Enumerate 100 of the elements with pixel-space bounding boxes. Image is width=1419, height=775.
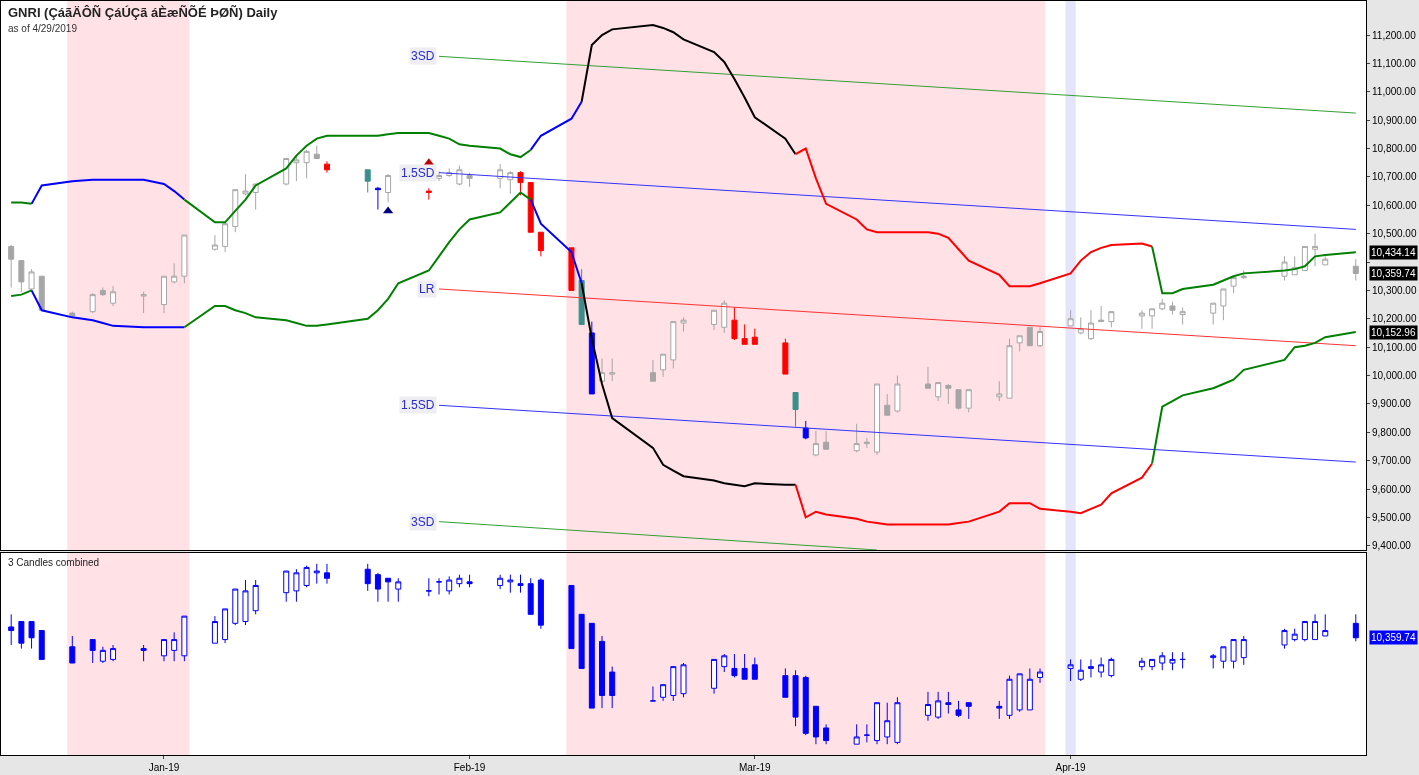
candlestick (1312, 233, 1319, 267)
candlestick (965, 702, 972, 720)
candlestick (1098, 657, 1105, 678)
candlestick (996, 700, 1003, 720)
candlestick (1067, 658, 1074, 682)
annotation: 1.5SD (401, 166, 435, 180)
candlestick (1149, 658, 1156, 671)
x-tick-label: Feb-19 (453, 762, 486, 773)
candlestick (38, 630, 45, 660)
candlestick (1016, 673, 1023, 713)
y-tick-label: 10,800.00 (1372, 143, 1417, 155)
candlestick (8, 613, 15, 646)
candlestick (1179, 306, 1186, 325)
annotation: 3SD (411, 515, 435, 529)
candlestick (232, 189, 239, 233)
chart-title: 3 Candles combined (8, 557, 100, 568)
line-series (183, 191, 532, 329)
candlestick (160, 275, 167, 314)
line-series (1151, 245, 1357, 295)
candlestick (242, 579, 249, 626)
annotation: 10,434.14 (1371, 247, 1416, 258)
candlestick (812, 705, 819, 745)
candlestick (955, 700, 962, 718)
candlestick (721, 299, 728, 334)
candlestick (711, 658, 718, 695)
candlestick (395, 577, 402, 603)
candlestick (283, 157, 290, 186)
candlestick (1108, 657, 1115, 678)
candlestick (38, 275, 45, 311)
y-tick-label: 10,200.00 (1372, 313, 1417, 325)
candlestick (364, 563, 371, 592)
line-series (1151, 331, 1357, 465)
y-tick-label: 10,000.00 (1372, 370, 1417, 382)
annotation: 10,152.96 (1371, 327, 1416, 338)
candlestick (374, 186, 381, 211)
y-tick-label: 9,800.00 (1372, 426, 1412, 438)
candlestick (497, 574, 504, 590)
candlestick (1037, 667, 1044, 684)
candlestick (1026, 326, 1033, 347)
line-series (580, 24, 797, 156)
candlestick (517, 574, 524, 594)
candlestick (812, 430, 819, 457)
annotation: 3SD (411, 49, 435, 63)
candlestick (171, 262, 178, 284)
candlestick (1210, 302, 1217, 325)
candlestick (446, 575, 453, 595)
candlestick (863, 437, 870, 449)
candlestick (955, 389, 962, 411)
candlestick (211, 615, 218, 644)
candlestick (181, 234, 188, 284)
y-tick-label: 10,100.00 (1372, 341, 1417, 353)
candlestick (751, 657, 758, 680)
y-tick-label: 10,500.00 (1372, 228, 1417, 240)
candlestick (385, 173, 392, 203)
y-tick-label: 10,300.00 (1372, 284, 1417, 296)
line-series (30, 289, 186, 329)
y-tick-label: 9,400.00 (1372, 540, 1412, 552)
candlestick (110, 285, 117, 307)
line-series (794, 147, 1154, 288)
candlestick (140, 644, 147, 662)
y-tick-label: 11,100.00 (1372, 57, 1417, 69)
candlestick (456, 574, 463, 588)
candlestick (1352, 258, 1359, 281)
candlestick (1159, 298, 1166, 311)
candlestick (965, 389, 972, 413)
candlestick (28, 268, 35, 291)
candlestick (823, 723, 830, 745)
chart-title: GNRI (ÇáãÄÔÑ ÇáÚÇã áÈæÑÕÉ ÞØÑ) Daily (8, 5, 279, 20)
candlestick (8, 244, 15, 289)
candlestick (507, 574, 514, 594)
candlestick (792, 669, 799, 727)
annotation: 1.5SD (401, 398, 435, 412)
candlestick (1220, 288, 1227, 321)
x-tick-label: Mar-19 (738, 762, 772, 773)
candlestick (527, 577, 534, 615)
candlestick (1312, 613, 1319, 641)
candlestick (69, 635, 76, 664)
line-series (529, 100, 583, 151)
candlestick (996, 380, 1003, 402)
candlestick (293, 568, 300, 603)
line-series (794, 462, 1154, 526)
candlestick (1006, 338, 1013, 399)
candlestick (924, 691, 931, 722)
candlestick (874, 702, 881, 745)
y-tick-label: 9,700.00 (1372, 455, 1412, 467)
candlestick (1138, 657, 1145, 671)
candlestick (670, 666, 677, 702)
candlestick (1322, 613, 1329, 637)
candlestick (568, 584, 575, 650)
candlestick (578, 613, 585, 669)
candlestick (313, 145, 320, 159)
candlestick (313, 563, 320, 585)
candlestick (1230, 277, 1237, 294)
annotation: 10,359.74 (1371, 632, 1416, 643)
candlestick (588, 321, 595, 395)
candlestick (18, 621, 25, 650)
y-tick-label: 11,000.00 (1372, 86, 1417, 98)
candlestick (211, 234, 218, 252)
candlestick (364, 169, 371, 194)
candlestick (1159, 651, 1166, 671)
